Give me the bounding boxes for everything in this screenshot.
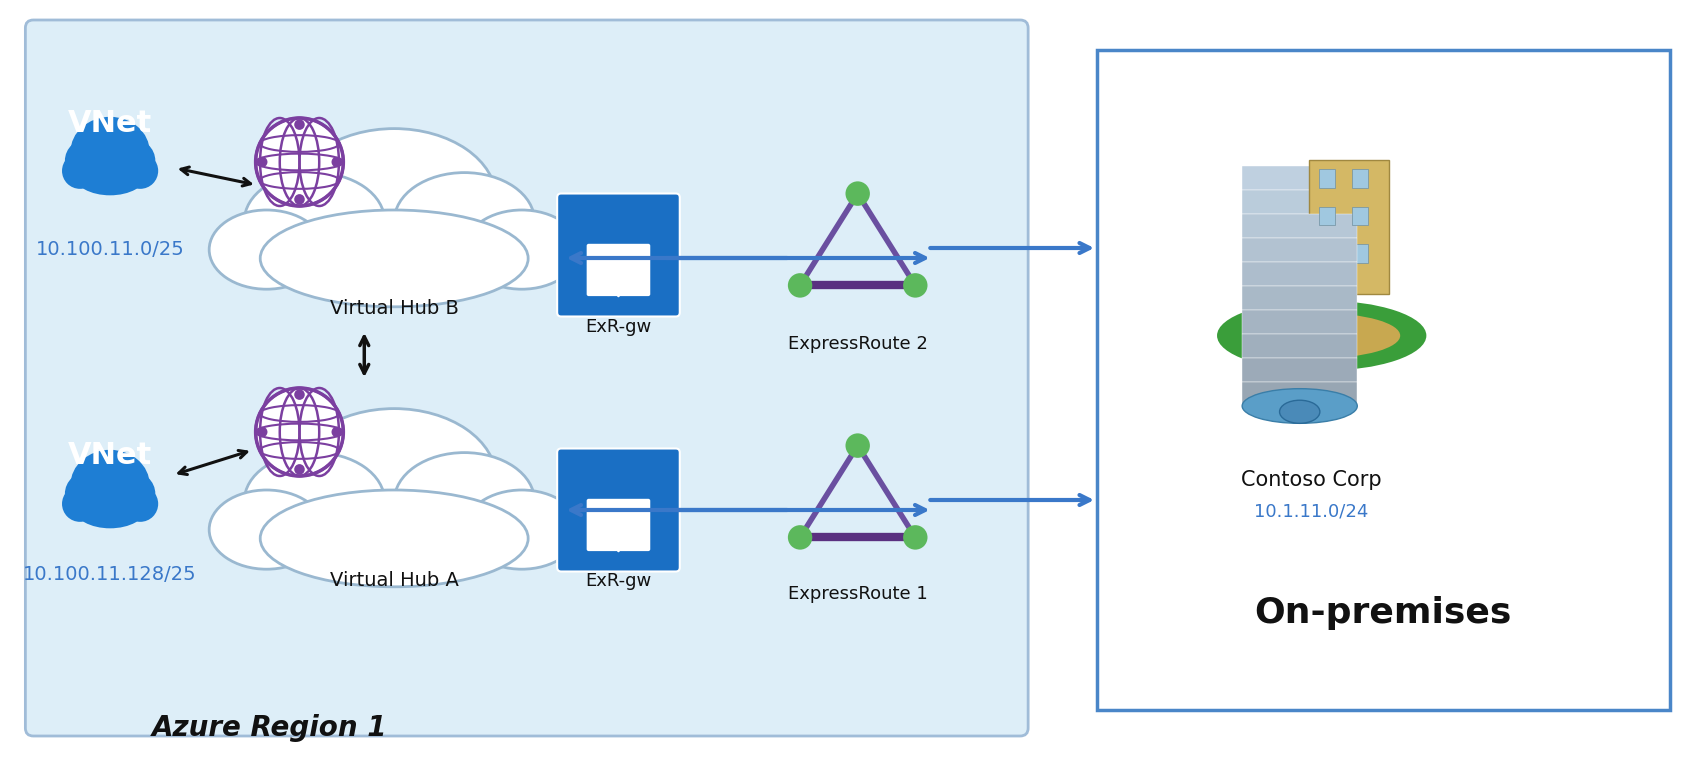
Circle shape (295, 464, 305, 475)
Ellipse shape (63, 486, 98, 522)
FancyBboxPatch shape (1243, 166, 1358, 190)
Text: On-premises: On-premises (1255, 596, 1512, 630)
Ellipse shape (105, 138, 156, 184)
FancyBboxPatch shape (1243, 358, 1358, 382)
FancyBboxPatch shape (1243, 214, 1358, 238)
Circle shape (787, 273, 813, 298)
Text: ExR-gw: ExR-gw (586, 318, 652, 336)
FancyBboxPatch shape (1243, 310, 1358, 334)
FancyBboxPatch shape (1309, 159, 1388, 294)
FancyBboxPatch shape (1319, 169, 1334, 188)
Ellipse shape (308, 159, 337, 186)
Ellipse shape (293, 408, 496, 549)
Ellipse shape (308, 428, 337, 456)
Circle shape (332, 427, 342, 437)
FancyBboxPatch shape (1243, 382, 1358, 406)
FancyBboxPatch shape (1097, 50, 1669, 710)
Text: Contoso Corp: Contoso Corp (1241, 470, 1381, 490)
FancyBboxPatch shape (1243, 286, 1358, 310)
Ellipse shape (262, 428, 290, 456)
Text: 10.100.11.128/25: 10.100.11.128/25 (24, 565, 196, 584)
Ellipse shape (264, 147, 303, 182)
FancyBboxPatch shape (1353, 169, 1368, 188)
Ellipse shape (273, 430, 327, 461)
Circle shape (332, 157, 342, 167)
Ellipse shape (1243, 388, 1358, 424)
Ellipse shape (261, 490, 528, 587)
Ellipse shape (210, 490, 323, 569)
FancyBboxPatch shape (1243, 238, 1358, 262)
Circle shape (295, 119, 305, 130)
Circle shape (787, 525, 813, 550)
Ellipse shape (264, 417, 303, 452)
Text: Virtual Hub A: Virtual Hub A (330, 571, 459, 590)
FancyBboxPatch shape (587, 244, 650, 296)
FancyBboxPatch shape (1353, 244, 1368, 263)
Circle shape (845, 434, 870, 458)
Ellipse shape (1217, 300, 1427, 371)
FancyBboxPatch shape (587, 499, 650, 551)
Ellipse shape (464, 490, 579, 569)
FancyBboxPatch shape (1243, 262, 1358, 286)
Text: ExR-gw: ExR-gw (586, 572, 652, 590)
FancyBboxPatch shape (25, 20, 1028, 736)
Ellipse shape (244, 453, 384, 549)
Text: 10.1.11.0/24: 10.1.11.0/24 (1255, 502, 1368, 520)
Text: Azure Region 1: Azure Region 1 (152, 714, 388, 742)
Ellipse shape (74, 155, 146, 195)
Circle shape (295, 389, 305, 400)
Ellipse shape (122, 486, 157, 522)
Circle shape (295, 194, 305, 205)
Ellipse shape (122, 153, 157, 189)
Ellipse shape (71, 450, 149, 519)
FancyBboxPatch shape (557, 449, 681, 571)
FancyBboxPatch shape (557, 194, 681, 316)
Ellipse shape (64, 471, 115, 517)
Ellipse shape (74, 488, 146, 529)
Ellipse shape (105, 471, 156, 517)
Text: VNet: VNet (68, 109, 152, 138)
Circle shape (902, 525, 928, 550)
Text: ExpressRoute 2: ExpressRoute 2 (787, 335, 928, 353)
Circle shape (257, 427, 267, 437)
Text: 10.100.11.0/25: 10.100.11.0/25 (36, 240, 185, 259)
Text: VNet: VNet (68, 441, 152, 470)
Ellipse shape (464, 210, 579, 290)
Circle shape (845, 182, 870, 206)
Ellipse shape (273, 160, 327, 191)
Ellipse shape (261, 210, 528, 307)
FancyBboxPatch shape (1243, 190, 1358, 214)
Ellipse shape (1243, 313, 1400, 358)
FancyBboxPatch shape (1319, 207, 1334, 225)
Text: Virtual Hub B: Virtual Hub B (330, 299, 459, 317)
Ellipse shape (296, 417, 334, 452)
Ellipse shape (64, 138, 115, 184)
Ellipse shape (244, 172, 384, 270)
Ellipse shape (269, 401, 330, 453)
Ellipse shape (269, 131, 330, 184)
FancyBboxPatch shape (1243, 334, 1358, 358)
Ellipse shape (210, 210, 323, 290)
Text: ExpressRoute 1: ExpressRoute 1 (787, 585, 928, 603)
Ellipse shape (262, 159, 290, 186)
Ellipse shape (394, 172, 535, 270)
Circle shape (256, 118, 344, 206)
FancyBboxPatch shape (1319, 244, 1334, 263)
Circle shape (902, 273, 928, 298)
Circle shape (256, 388, 344, 476)
Ellipse shape (1280, 400, 1321, 424)
FancyBboxPatch shape (1353, 207, 1368, 225)
Ellipse shape (293, 129, 496, 270)
Circle shape (257, 157, 267, 167)
Ellipse shape (71, 117, 149, 186)
Ellipse shape (394, 453, 535, 549)
Ellipse shape (63, 153, 98, 189)
Ellipse shape (296, 147, 334, 182)
